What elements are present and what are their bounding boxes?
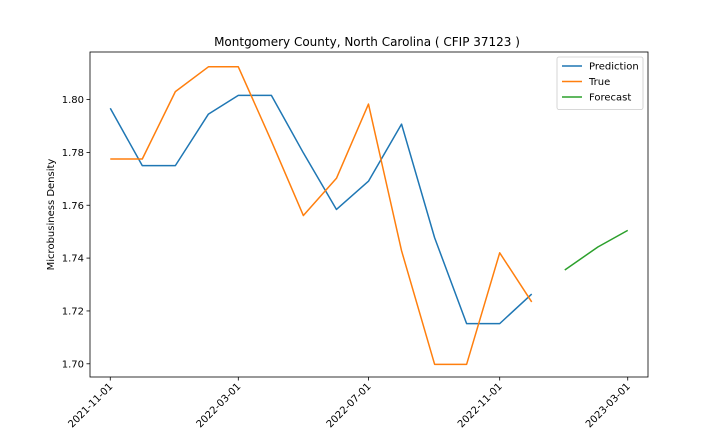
series-line-forecast	[564, 229, 629, 271]
legend-label: Prediction	[589, 62, 639, 73]
series-line-prediction	[109, 94, 533, 325]
y-axis: 1.70 1.72 1.74 1.76 1.78 1.80	[62, 95, 90, 370]
chart-title: Montgomery County, North Carolina ( CFIP…	[214, 35, 520, 49]
y-tick-label: 1.78	[62, 148, 84, 159]
y-axis-label: Microbusiness Density	[46, 159, 57, 271]
y-tick-label: 1.72	[62, 306, 84, 317]
plot-frame	[89, 51, 649, 378]
legend: Prediction True Forecast	[556, 56, 644, 110]
y-tick-label: 1.70	[62, 359, 84, 370]
y-tick-label: 1.74	[62, 254, 84, 265]
series-layer	[109, 66, 629, 366]
legend-label: Forecast	[589, 93, 631, 104]
series-line-true	[110, 66, 533, 366]
legend-label: True	[588, 77, 610, 88]
y-tick-label: 1.76	[62, 201, 84, 212]
plot-area	[89, 51, 649, 378]
y-tick-label: 1.80	[62, 95, 84, 106]
